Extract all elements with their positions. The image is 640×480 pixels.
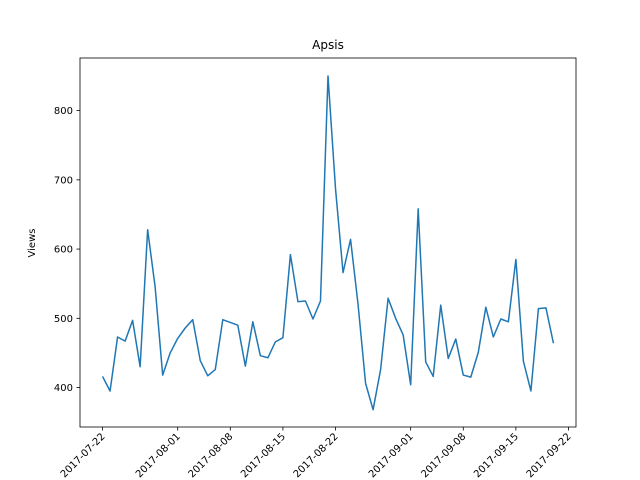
- y-tick-label: 800: [54, 106, 73, 117]
- plot-frame: [79, 57, 577, 428]
- views-series-line: [101, 75, 555, 411]
- chart-title: Apsis: [312, 38, 344, 52]
- y-tick-label: 600: [54, 245, 73, 256]
- y-axis: 400 500 600 700 800: [54, 106, 80, 394]
- y-tick-label: 500: [54, 314, 73, 325]
- y-axis-title: Views: [27, 229, 38, 258]
- y-tick-label: 400: [54, 383, 73, 394]
- y-tick-label: 700: [54, 175, 73, 186]
